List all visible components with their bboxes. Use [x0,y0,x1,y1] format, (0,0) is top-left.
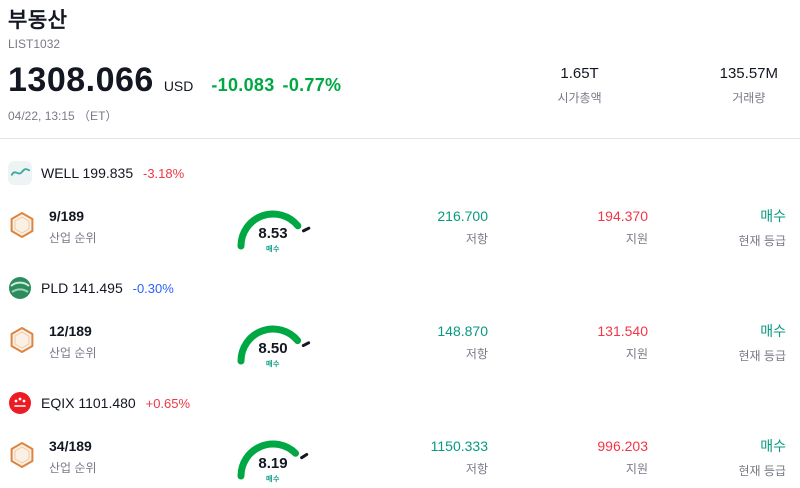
market-cap-stat: 1.65T 시가총액 [557,65,601,106]
rating-value: 매수 [760,437,786,454]
rating-label: 현재 등급 [738,233,787,248]
hexagon-icon [8,441,36,474]
rating-gauge: 8.19 매수 [231,430,315,484]
stock-row-eqix[interactable]: EQIX 1101.480 +0.65% [8,391,792,415]
stock-row-well[interactable]: WELL 199.835 -3.18% [8,161,792,185]
stock-metrics-eqix: 34/189 산업 순위 8.19 매수 1150.333 저항 996.203… [8,430,792,484]
index-summary: 1308.066 USD -10.083 -0.77% 04/22, 13:15 … [8,61,792,124]
index-price: 1308.066 [8,61,154,99]
stock-section-pld: PLD 141.495 -0.30% 12/189 산업 순위 [8,276,792,369]
industry-rank-value: 9/189 [49,208,85,224]
ticker-symbol: PLD [41,280,69,296]
gauge-rating-label: 매수 [266,476,280,483]
volume-stat: 135.57M 거래량 [720,65,778,106]
ticker-symbol: WELL [41,165,79,181]
rating-gauge: 8.53 매수 [231,200,315,254]
industry-rank-label: 산업 순위 [49,461,97,475]
ticker-change: -3.18% [143,166,185,181]
eqix-logo-icon [8,391,32,415]
rating-gauge: 8.50 매수 [231,315,315,369]
resistance-label: 저항 [465,461,488,476]
list-id: LIST1032 [8,37,61,51]
stock-metrics-well: 9/189 산업 순위 8.53 매수 216.700 저항 194.370 지… [8,200,792,254]
support-label: 지원 [625,231,648,246]
support-value: 131.540 [597,322,648,339]
gauge-value: 8.53 [258,225,288,242]
gauge-value: 8.19 [258,455,288,472]
ticker-price: 1101.480 [78,395,136,411]
currency-label: USD [163,78,194,94]
support-label: 지원 [625,461,648,476]
market-cap-label: 시가총액 [557,91,602,105]
rating-label: 현재 등급 [738,348,787,363]
well-logo-icon [8,161,32,185]
header-divider [0,138,800,139]
stock-section-well: WELL 199.835 -3.18% 9/189 산업 순위 [8,161,792,254]
support-value: 996.203 [597,437,648,454]
rating-label: 현재 등급 [738,463,787,478]
ticker-symbol: EQIX [41,395,75,411]
ticker-change: +0.65% [145,396,191,411]
quote-datetime: 04/22, 13:15 （ET） [8,109,118,123]
volume-value: 135.57M [719,65,778,82]
ticker-change: -0.30% [132,281,174,296]
volume-label: 거래량 [732,91,766,105]
resistance-value: 216.700 [437,207,488,224]
gauge-rating-label: 매수 [266,361,280,368]
ticker-price: 199.835 [82,165,134,181]
industry-rank-value: 34/189 [49,438,92,454]
page-title: 부동산 [8,9,68,32]
hexagon-icon [8,326,36,359]
stock-row-pld[interactable]: PLD 141.495 -0.30% [8,276,792,300]
market-cap-value: 1.65T [560,65,599,82]
resistance-label: 저항 [465,346,488,361]
resistance-value: 148.870 [437,322,488,339]
rating-value: 매수 [760,322,786,339]
support-label: 지원 [625,346,648,361]
ticker-price: 141.495 [72,280,123,296]
industry-rank-label: 산업 순위 [49,346,97,360]
resistance-label: 저항 [465,231,488,246]
industry-rank-label: 산업 순위 [49,231,97,245]
support-value: 194.370 [597,207,648,224]
stock-metrics-pld: 12/189 산업 순위 8.50 매수 148.870 저항 131.540 … [8,315,792,369]
gauge-rating-label: 매수 [266,246,280,253]
index-change-pct: -0.77% [282,75,342,95]
index-change: -10.083 [211,75,275,95]
gauge-value: 8.50 [258,340,288,357]
pld-logo-icon [8,276,32,300]
hexagon-icon [8,211,36,244]
resistance-value: 1150.333 [430,437,488,454]
rating-value: 매수 [760,207,786,224]
stock-section-eqix: EQIX 1101.480 +0.65% 34/189 산업 순위 [8,391,792,484]
industry-rank-value: 12/189 [49,323,92,339]
